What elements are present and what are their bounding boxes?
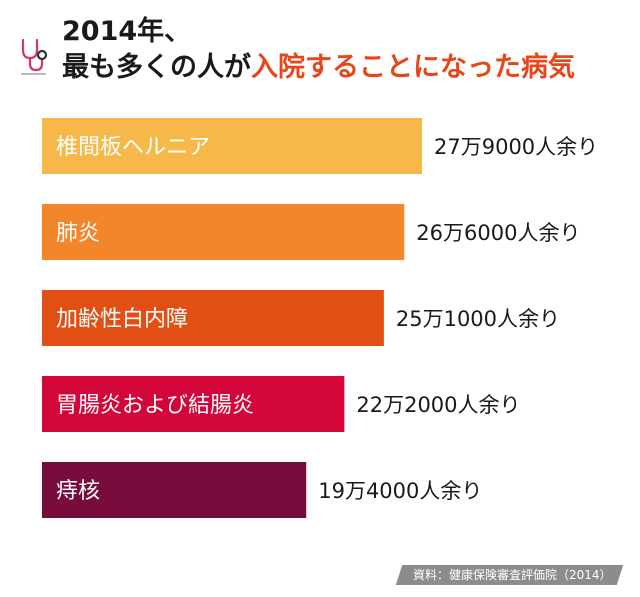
value-label-2: 25万1000人余り: [396, 307, 560, 331]
value-label-4: 19万4000人余り: [318, 479, 482, 503]
stethoscope-icon: [21, 38, 48, 75]
title-line-2: 最も多くの人が入院することになった病気: [62, 50, 575, 86]
bar-2: [42, 290, 384, 346]
bar-1: [42, 204, 405, 260]
category-label-2: 加齢性白内障: [56, 307, 188, 332]
value-label-3: 22万2000人余り: [356, 393, 520, 417]
title-plain: 最も多くの人が: [62, 52, 251, 83]
bar-4: [42, 462, 307, 518]
value-label-0: 27万9000人余り: [434, 135, 598, 159]
source-text: 資料：健康保険審査評価院（2014）: [413, 568, 612, 582]
title-highlight: 入院することになった病気: [251, 52, 575, 83]
category-label-1: 肺炎: [56, 221, 100, 246]
title-line-1: 2014年、: [62, 16, 192, 47]
bar-3: [42, 376, 345, 432]
chart-title: 2014年、 最も多くの人が入院することになった病気: [62, 14, 575, 86]
category-label-0: 椎間板ヘルニア: [56, 135, 210, 160]
source-label: 資料：健康保険審査評価院（2014）: [396, 565, 624, 585]
bar-0: [42, 118, 422, 174]
category-label-4: 痔核: [56, 479, 100, 504]
category-label-3: 胃腸炎および結腸炎: [56, 393, 254, 418]
value-label-1: 26万6000人余り: [416, 221, 580, 245]
